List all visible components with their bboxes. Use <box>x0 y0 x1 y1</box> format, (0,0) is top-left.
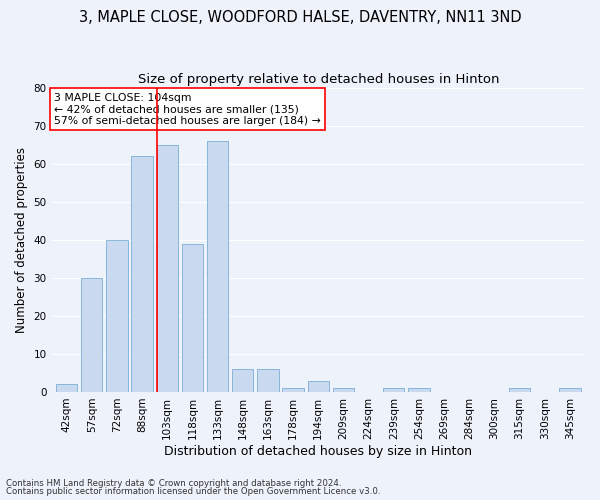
Bar <box>383 388 404 392</box>
X-axis label: Distribution of detached houses by size in Hinton: Distribution of detached houses by size … <box>164 444 472 458</box>
Bar <box>81 278 103 392</box>
Bar <box>232 369 253 392</box>
Bar <box>333 388 354 392</box>
Bar <box>408 388 430 392</box>
Bar <box>131 156 153 392</box>
Bar <box>56 384 77 392</box>
Title: Size of property relative to detached houses in Hinton: Size of property relative to detached ho… <box>137 72 499 86</box>
Text: Contains public sector information licensed under the Open Government Licence v3: Contains public sector information licen… <box>6 487 380 496</box>
Y-axis label: Number of detached properties: Number of detached properties <box>15 147 28 333</box>
Text: 3, MAPLE CLOSE, WOODFORD HALSE, DAVENTRY, NN11 3ND: 3, MAPLE CLOSE, WOODFORD HALSE, DAVENTRY… <box>79 10 521 25</box>
Bar <box>157 145 178 392</box>
Bar <box>257 369 278 392</box>
Bar <box>182 244 203 392</box>
Bar <box>559 388 581 392</box>
Bar <box>509 388 530 392</box>
Bar <box>283 388 304 392</box>
Text: 3 MAPLE CLOSE: 104sqm
← 42% of detached houses are smaller (135)
57% of semi-det: 3 MAPLE CLOSE: 104sqm ← 42% of detached … <box>54 92 321 126</box>
Text: Contains HM Land Registry data © Crown copyright and database right 2024.: Contains HM Land Registry data © Crown c… <box>6 478 341 488</box>
Bar <box>106 240 128 392</box>
Bar <box>308 380 329 392</box>
Bar <box>207 141 229 392</box>
